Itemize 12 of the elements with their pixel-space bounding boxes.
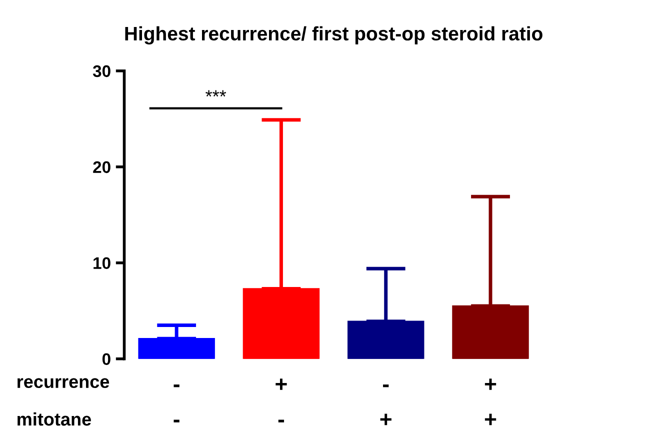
category-label: + - xyxy=(276,378,287,422)
y-tick-label: 20 xyxy=(93,161,110,174)
y-tick-label: 10 xyxy=(94,257,110,270)
y-tick-label: 0 xyxy=(102,353,110,366)
annotation: *** xyxy=(206,90,226,97)
category-label: - - xyxy=(174,384,180,422)
x-tick-label: + + xyxy=(484,378,496,426)
y-tick-label: 30 xyxy=(92,65,110,78)
text: mitotane xyxy=(18,412,91,426)
chart-title: Highest recurrence/ first post-op steroid ratio xyxy=(125,26,542,44)
text: recurrence xyxy=(18,378,110,388)
x-tick-label: - + xyxy=(380,384,392,426)
